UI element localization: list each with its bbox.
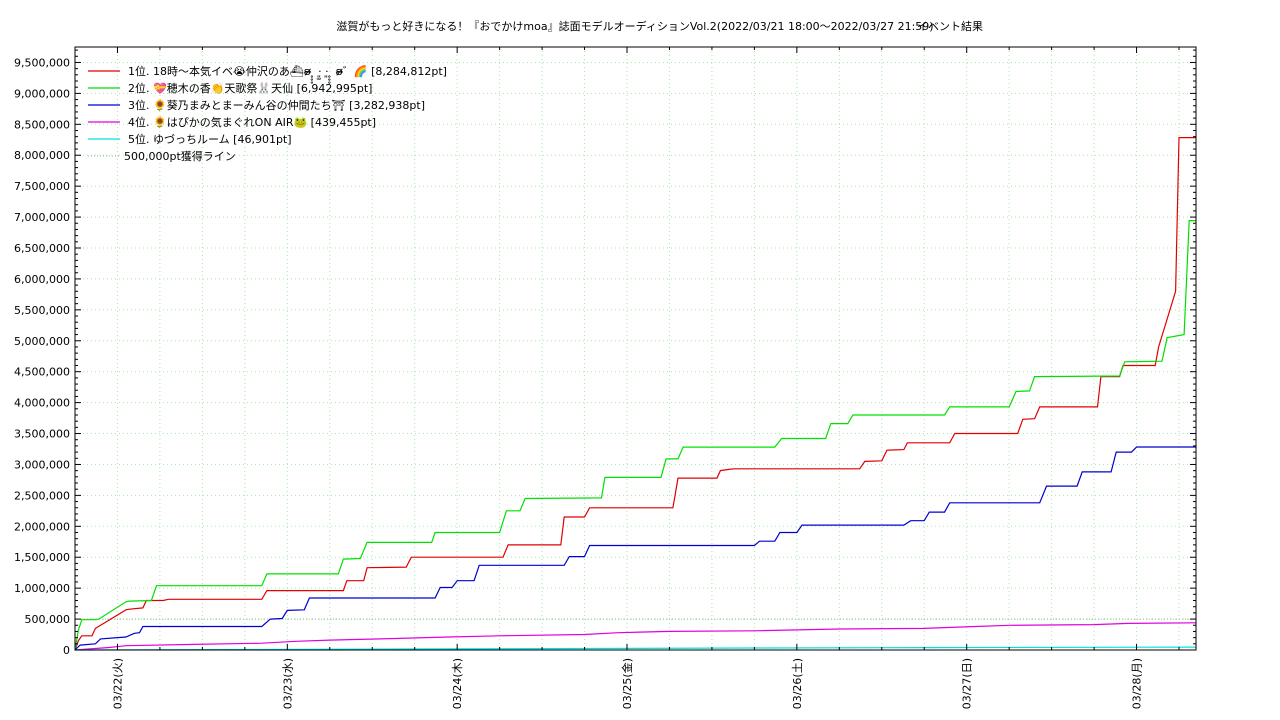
x-tick-label: 03/25(金): [620, 658, 634, 709]
y-tick-label: 6,500,000: [14, 242, 70, 255]
x-tick-label: 03/27(日): [961, 658, 974, 709]
legend-label: 1位. 18時〜本気イベ😭仲沢のあ⛴︎ʚ̴̶̷̷ ̥̥̥ ·͈̫ ·͈ ̥̥̥ …: [128, 64, 447, 84]
y-tick-label: 9,500,000: [14, 56, 70, 69]
legend-label: 5位. ゆづっちルーム [46,901pt]: [128, 132, 292, 146]
y-tick-label: 3,000,000: [14, 458, 70, 471]
legend-label: 4位. 🌻はぴかの気まぐれON AIR🐸 [439,455pt]: [128, 115, 376, 129]
y-tick-label: 7,500,000: [14, 180, 70, 193]
y-tick-label: 500,000: [25, 613, 71, 626]
x-tick-label: 03/24(木): [451, 658, 464, 709]
y-tick-label: 1,500,000: [14, 551, 70, 564]
legend-label: 2位. 💝穂木の香👏天歌祭🐰天仙 [6,942,995pt]: [128, 81, 372, 95]
series-line-3: [74, 446, 1196, 651]
y-tick-label: 8,000,000: [14, 149, 70, 162]
y-tick-label: 8,500,000: [14, 118, 70, 131]
legend-label-reference: 500,000pt獲得ライン: [124, 150, 236, 163]
legend: 1位. 18時〜本気イベ😭仲沢のあ⛴︎ʚ̴̶̷̷ ̥̥̥ ·͈̫ ·͈ ̥̥̥ …: [88, 64, 447, 163]
y-tick-label: 2,000,000: [14, 520, 70, 533]
y-tick-label: 5,000,000: [14, 335, 70, 348]
legend-label: 3位. 🌻葵乃まみとまーみん谷の仲間たち⛩ [3,282,938pt]: [128, 98, 425, 112]
y-axis: 0 500,000 1,000,000 1,500,000 2,000,000 2,500…: [14, 49, 1196, 657]
series-line-2: [74, 220, 1196, 651]
x-tick-label: 03/23(水): [281, 658, 294, 709]
chart-title: 滋賀がもっと好きになる！『おでかけmoa』誌面モデルオーディションVol.2(2…: [336, 19, 933, 33]
y-tick-label: 4,000,000: [14, 397, 70, 410]
y-tick-label: 0: [63, 644, 70, 657]
y-tick-label: 7,000,000: [14, 211, 70, 224]
y-tick-label: 5,500,000: [14, 304, 70, 317]
x-axis: 03/22(火) 03/23(水) 03/24(木) 03/25(金) 03/26(土)…: [111, 47, 1180, 709]
x-tick-label: 03/28(月): [1131, 658, 1144, 709]
series-line-1: [74, 137, 1196, 651]
chart-subtitle: イベント結果: [917, 19, 983, 33]
y-tick-label: 3,500,000: [14, 428, 70, 441]
y-tick-label: 9,000,000: [14, 87, 70, 100]
y-tick-label: 4,500,000: [14, 366, 70, 379]
y-tick-label: 6,000,000: [14, 273, 70, 286]
x-tick-label: 03/22(火): [111, 658, 124, 709]
series-line-4: [74, 622, 1197, 651]
y-tick-label: 1,000,000: [14, 582, 70, 595]
x-tick-label: 03/26(土): [791, 658, 804, 709]
plot-frame: [74, 46, 1197, 651]
series-layer: [74, 137, 1197, 651]
y-tick-label: 2,500,000: [14, 489, 70, 502]
grid: [75, 47, 1196, 650]
